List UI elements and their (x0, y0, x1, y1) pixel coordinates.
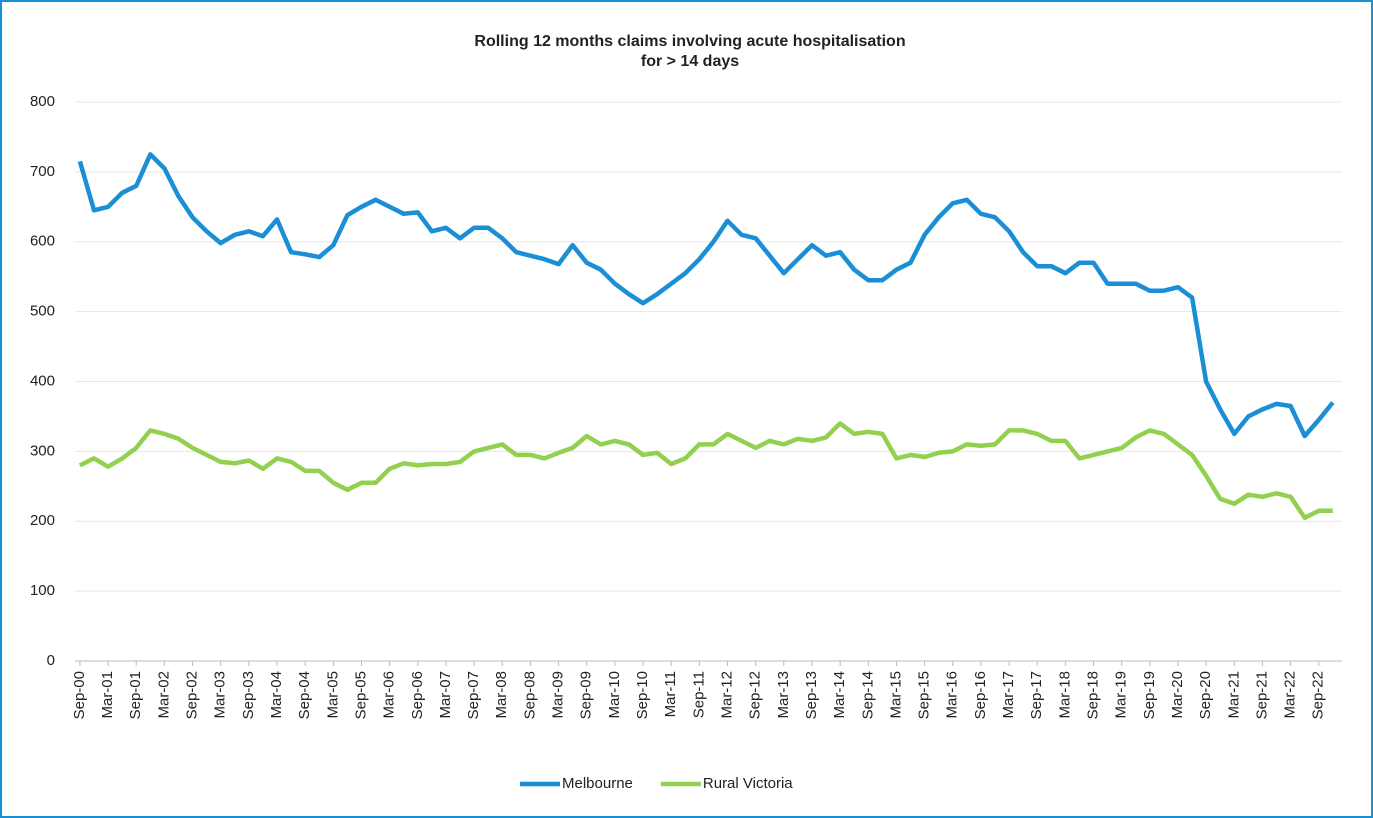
x-tick-label: Mar-02 (155, 671, 172, 719)
series-line (77, 152, 1335, 439)
x-tick-label: Mar-11 (662, 671, 679, 717)
x-tick-label: Mar-13 (775, 671, 792, 719)
x-tick-label: Mar-06 (381, 671, 398, 719)
x-tick-label: Sep-02 (184, 671, 201, 719)
y-tick-label: 500 (30, 303, 55, 320)
x-tick-label: Mar-15 (887, 671, 904, 719)
x-tick-label: Sep-07 (465, 671, 482, 719)
x-tick-label: Mar-22 (1282, 671, 1299, 719)
y-tick-label: 100 (30, 582, 55, 599)
x-tick-label: Mar-16 (944, 671, 961, 719)
x-tick-label: Sep-10 (634, 671, 651, 719)
x-tick-label: Mar-17 (1000, 671, 1017, 719)
y-tick-label: 200 (30, 512, 55, 529)
x-tick-label: Sep-12 (747, 671, 764, 719)
x-tick-label: Mar-09 (550, 671, 567, 719)
x-tick-label: Sep-04 (296, 671, 313, 719)
x-tick-label: Mar-04 (268, 671, 285, 719)
y-tick-label: 300 (30, 442, 55, 459)
x-tick-label: Sep-19 (1141, 671, 1158, 719)
y-tick-label: 700 (30, 163, 55, 180)
x-tick-label: Mar-01 (99, 671, 116, 719)
series-line (78, 421, 1333, 521)
x-tick-label: Mar-14 (831, 671, 848, 719)
x-tick-label: Sep-01 (127, 671, 144, 719)
x-tick-label: Sep-22 (1310, 671, 1327, 719)
chart-title: for > 14 days (641, 53, 739, 70)
x-tick-label: Sep-03 (240, 671, 257, 719)
y-tick-label: 0 (47, 652, 55, 669)
x-tick-label: Sep-06 (409, 671, 426, 719)
x-tick-label: Sep-15 (916, 671, 933, 719)
x-tick-label: Sep-16 (972, 671, 989, 719)
x-tick-label: Mar-08 (493, 671, 510, 719)
legend-label: Melbourne (562, 775, 633, 792)
x-tick-label: Sep-17 (1028, 671, 1045, 719)
x-tick-label: Mar-03 (212, 671, 229, 719)
x-tick-label: Mar-07 (437, 671, 454, 719)
y-tick-label: 400 (30, 372, 55, 389)
x-tick-label: Sep-18 (1084, 671, 1101, 719)
x-tick-label: Sep-14 (859, 671, 876, 719)
x-tick-label: Sep-20 (1197, 671, 1214, 719)
x-tick-label: Mar-20 (1169, 671, 1186, 719)
y-tick-label: 800 (30, 93, 55, 110)
x-tick-label: Mar-21 (1225, 671, 1242, 719)
x-tick-label: Mar-19 (1113, 671, 1130, 719)
x-tick-label: Sep-00 (71, 671, 88, 719)
y-tick-label: 600 (30, 233, 55, 250)
x-tick-label: Sep-08 (521, 671, 538, 719)
x-tick-label: Mar-05 (324, 671, 341, 719)
x-tick-label: Sep-05 (352, 671, 369, 719)
x-tick-label: Mar-12 (718, 671, 735, 719)
x-tick-label: Sep-09 (578, 671, 595, 719)
x-tick-label: Sep-13 (803, 671, 820, 719)
x-tick-label: Sep-21 (1253, 671, 1270, 719)
legend-label: Rural Victoria (703, 775, 793, 792)
x-tick-label: Mar-10 (606, 671, 623, 719)
x-tick-label: Mar-18 (1056, 671, 1073, 719)
chart-title: Rolling 12 months claims involving acute… (474, 33, 905, 50)
x-tick-label: Sep-11 (690, 671, 707, 718)
